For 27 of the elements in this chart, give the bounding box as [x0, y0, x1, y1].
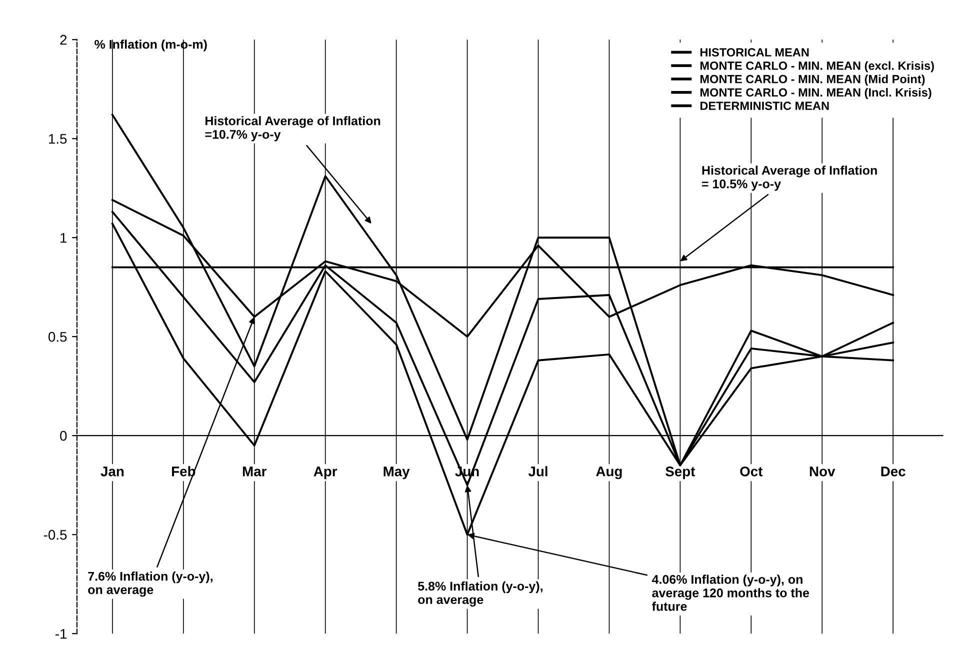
- x-tick-label: Mar: [242, 466, 267, 476]
- y-tick-label: 1.5: [48, 134, 67, 144]
- legend-label: MONTE CARLO - MIN. MEAN (excl. Krisis): [700, 61, 934, 72]
- x-tick-label: Dec: [881, 466, 906, 476]
- y-tick-label: -0.5: [44, 530, 67, 540]
- x-tick-label: Jan: [100, 466, 124, 476]
- y-tick-label: 0.5: [48, 332, 67, 342]
- annotation: Historical Average of Inflation =10.7% y-o-y: [205, 116, 380, 142]
- x-tick-label: Sept: [666, 466, 696, 480]
- x-tick-label: Aug: [596, 466, 622, 480]
- y-tick-label: 0: [60, 430, 67, 441]
- legend-label: DETERMINISTIC MEAN: [700, 102, 829, 110]
- legend-label: MONTE CARLO - MIN. MEAN (Mid Point): [700, 74, 925, 86]
- annotation: Historical Average of Inflation = 10.5% y-o-y: [702, 166, 877, 191]
- y-tick-label: 1: [60, 233, 67, 243]
- x-tick-label: Apr: [314, 466, 338, 480]
- x-tick-label: Nov: [810, 466, 836, 476]
- annotation: 5.8% Inflation (y-o-y), on average: [418, 581, 542, 607]
- y-tick-label: 2: [60, 34, 67, 45]
- annotation: 4.06% Inflation (y-o-y), on average 120 months to the future: [652, 574, 810, 611]
- x-tick-label: Oct: [740, 466, 763, 476]
- legend-label: HISTORICAL MEAN: [700, 48, 809, 57]
- x-tick-label: May: [384, 466, 410, 480]
- annotation: 7.6% Inflation (y-o-y), on average: [88, 572, 212, 597]
- x-tick-label: Jul: [528, 466, 548, 476]
- y-tick-label: -1: [56, 629, 67, 639]
- legend-label: MONTE CARLO - MIN. MEAN (Incl. Krisis): [700, 88, 932, 99]
